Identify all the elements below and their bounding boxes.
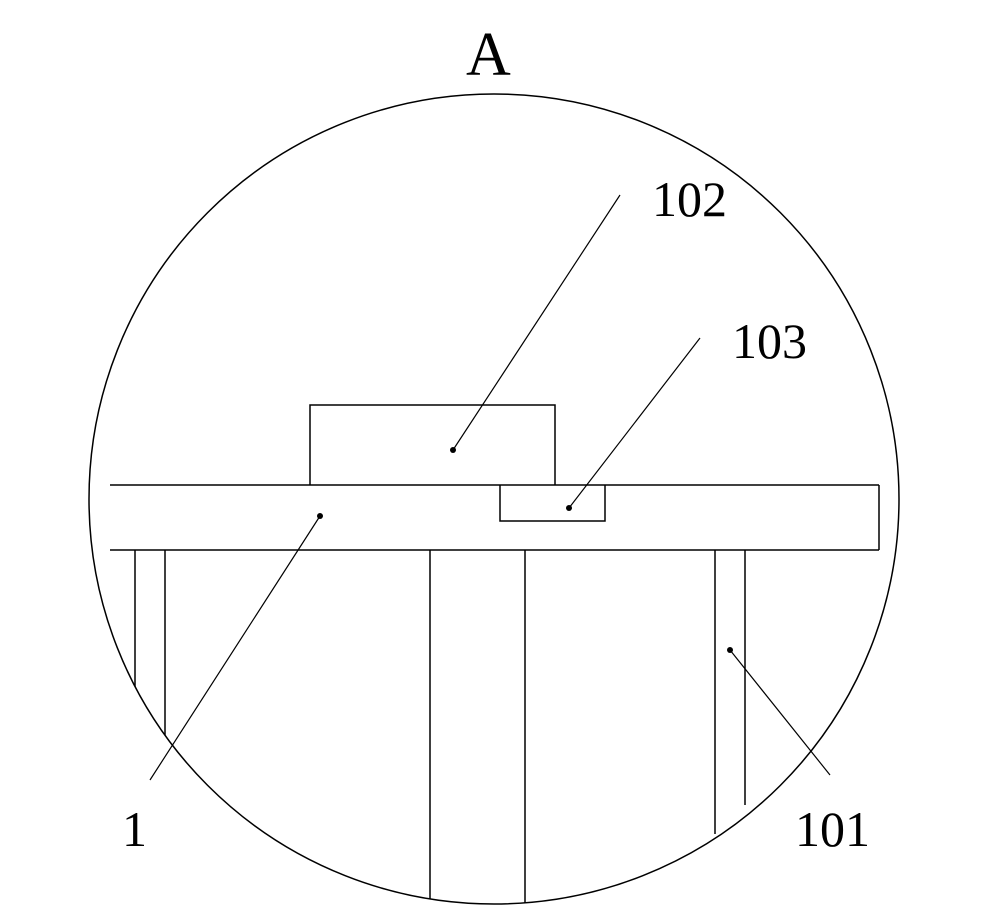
- leader-1: [150, 513, 323, 780]
- callout-label-102: 102: [652, 170, 727, 228]
- callout-label-103: 103: [732, 312, 807, 370]
- leader-102: [450, 195, 620, 453]
- callout-label-1: 1: [122, 800, 147, 858]
- detail-circle: [89, 94, 899, 904]
- callout-label-101: 101: [795, 800, 870, 858]
- upper-block: [310, 405, 555, 485]
- step-notch: [500, 485, 605, 521]
- diagram-canvas: [0, 0, 1000, 919]
- plate: [110, 485, 879, 550]
- view-title: A: [466, 20, 511, 91]
- leader-101: [727, 647, 830, 775]
